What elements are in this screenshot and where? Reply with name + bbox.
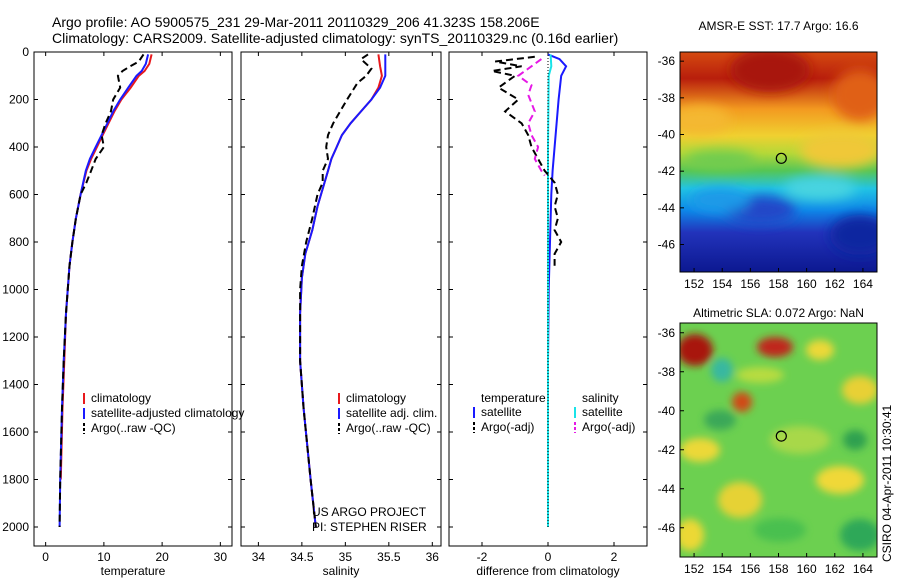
temperature-series-satellite-adjusted-climatology xyxy=(58,54,150,528)
diff-salinity-legend-label: satellite xyxy=(582,405,623,419)
temperature-legend-label: Argo(..raw -QC) xyxy=(91,421,176,435)
sst-map-ytick-label: -42 xyxy=(658,164,676,178)
depth-tick-label: 2000 xyxy=(2,520,29,534)
diff-temperature-legend-label: satellite xyxy=(481,405,522,419)
temperature-xtick-label: 20 xyxy=(155,550,169,564)
sla-map-xtick-label: 164 xyxy=(853,562,873,576)
depth-tick-label: 1000 xyxy=(2,283,29,297)
sla-map-ytick-label: -42 xyxy=(658,443,676,457)
depth-tick-label: 1200 xyxy=(2,330,29,344)
temperature-axes-frame xyxy=(33,51,233,547)
temperature-legend-label: satellite-adjusted climatology xyxy=(91,406,244,420)
sst-map-xtick-label: 158 xyxy=(768,277,788,291)
difference-xlabel: difference from climatology xyxy=(476,564,619,578)
sla-map-xtick-label: 156 xyxy=(740,562,760,576)
salinity-series-satellite-adj-clim- xyxy=(299,54,387,528)
sla-map-ytick-label: -46 xyxy=(658,521,676,535)
salinity-axes-frame xyxy=(240,51,442,547)
salinity-xtick-label: 35 xyxy=(339,550,353,564)
sla-argo-location-marker xyxy=(775,430,787,442)
header-line-1: Argo profile: AO 5900575_231 29-Mar-2011… xyxy=(52,14,540,30)
temperature-xtick-label: 10 xyxy=(97,550,111,564)
temperature-xtick-label: 30 xyxy=(214,550,228,564)
sla-map-xtick-label: 162 xyxy=(825,562,845,576)
timestamp-stamp: CSIRO 04-Apr-2011 10:30:41 xyxy=(880,404,894,562)
sla-map-title: Altimetric SLA: 0.072 Argo: NaN xyxy=(693,306,864,320)
diff-salinity-legend-label: Argo(-adj) xyxy=(582,420,635,434)
sst-map-ytick-label: -46 xyxy=(658,238,676,252)
sst-argo-location-marker xyxy=(775,152,787,164)
sla-map-xtick-label: 160 xyxy=(797,562,817,576)
sst-map-ytick-label: -36 xyxy=(658,54,676,68)
salinity-legend-label: climatology xyxy=(346,391,406,405)
salinity-xtick-label: 34.5 xyxy=(290,550,314,564)
sla-map-ytick-label: -38 xyxy=(658,365,676,379)
sst-map-xtick-label: 162 xyxy=(825,277,845,291)
depth-tick-label: 600 xyxy=(9,188,29,202)
sst-map-xtick-label: 164 xyxy=(853,277,873,291)
temperature-series-argo-raw-qc- xyxy=(58,53,145,528)
salinity-xtick-label: 34 xyxy=(252,550,266,564)
depth-tick-label: 800 xyxy=(9,235,29,249)
sla-map-xtick-label: 154 xyxy=(712,562,732,576)
series-layer xyxy=(58,52,787,528)
sst-map-imagery xyxy=(680,52,877,272)
sst-map-xtick-label: 160 xyxy=(797,277,817,291)
difference-series-temperature-satellite xyxy=(547,53,568,527)
temperature-legend-label: climatology xyxy=(91,391,151,405)
diff-temperature-legend-label: Argo(-adj) xyxy=(481,420,534,434)
temperature-xlabel: temperature xyxy=(101,564,166,578)
sst-map-xtick-label: 152 xyxy=(684,277,704,291)
sla-map-ytick-label: -40 xyxy=(658,404,676,418)
difference-series-salinity-argo-adj- xyxy=(516,58,546,177)
sst-map-ytick-label: -40 xyxy=(658,128,676,142)
difference-series-temperature-argo-adj- xyxy=(491,55,563,266)
diff-legend-salinity-title: salinity xyxy=(582,391,619,405)
sst-map-ytick-label: -44 xyxy=(658,201,676,215)
depth-tick-label: 1800 xyxy=(2,473,29,487)
pi-label: PI: STEPHEN RISER xyxy=(312,520,427,534)
difference-xtick-label: 2 xyxy=(611,550,618,564)
salinity-series-climatology xyxy=(299,54,383,528)
temperature-xtick-label: 0 xyxy=(42,550,49,564)
sst-map-xtick-label: 156 xyxy=(740,277,760,291)
sla-map-ytick-label: -36 xyxy=(658,326,676,340)
salinity-xlabel: salinity xyxy=(323,564,360,578)
depth-tick-label: 400 xyxy=(9,140,29,154)
sst-map-ytick-label: -38 xyxy=(658,91,676,105)
salinity-xtick-label: 36 xyxy=(426,550,440,564)
sst-map-xtick-label: 154 xyxy=(712,277,732,291)
sst-map-title: AMSR-E SST: 17.7 Argo: 16.6 xyxy=(698,19,858,33)
sla-map-ytick-label: -44 xyxy=(658,482,676,496)
labels-layer: 0 10 20 30020040060080010001200140016001800… xyxy=(2,19,873,578)
sla-map-xtick-label: 152 xyxy=(684,562,704,576)
project-label: US ARGO PROJECT xyxy=(312,505,427,519)
salinity-xtick-label: 35.5 xyxy=(377,550,401,564)
salinity-series-argo-raw-qc- xyxy=(299,53,373,528)
depth-tick-label: 0 xyxy=(22,45,29,59)
depth-tick-label: 1400 xyxy=(2,378,29,392)
difference-xtick-label: -2 xyxy=(477,550,488,564)
difference-series-salinity-satellite xyxy=(547,54,553,527)
salinity-legend-label: Argo(..raw -QC) xyxy=(346,421,431,435)
salinity-legend-label: satellite adj. clim. xyxy=(346,406,437,420)
depth-tick-label: 200 xyxy=(9,93,29,107)
difference-xtick-label: 0 xyxy=(545,550,552,564)
sla-map-xtick-label: 158 xyxy=(768,562,788,576)
axes-layer xyxy=(33,51,878,558)
diff-legend-temperature-title: temperature xyxy=(481,391,546,405)
header-line-2: Climatology: CARS2009. Satellite-adjuste… xyxy=(52,30,618,46)
depth-tick-label: 1600 xyxy=(2,425,29,439)
